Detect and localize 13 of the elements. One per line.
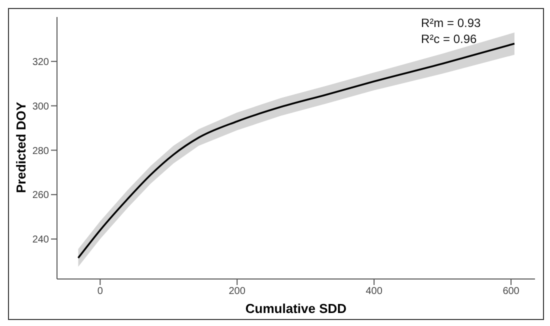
y-tick-label: 260 [32,190,50,202]
y-tick-label: 300 [32,101,50,112]
x-tick-label: 200 [228,286,246,298]
x-tick-label: 400 [366,286,383,298]
x-tick-label: 600 [502,286,520,298]
y-tick-label: 320 [32,56,50,68]
annotation: R²c = 0.96 [421,31,478,47]
y-tick-label: 240 [32,234,50,246]
x-axis-title: Cumulative SDD [245,301,347,316]
x-tick-label: 0 [97,286,104,298]
y-axis-title: Predicted DOY [14,102,29,193]
annotation: R²m = 0.93 [421,15,481,31]
y-tick-label: 280 [32,146,50,157]
